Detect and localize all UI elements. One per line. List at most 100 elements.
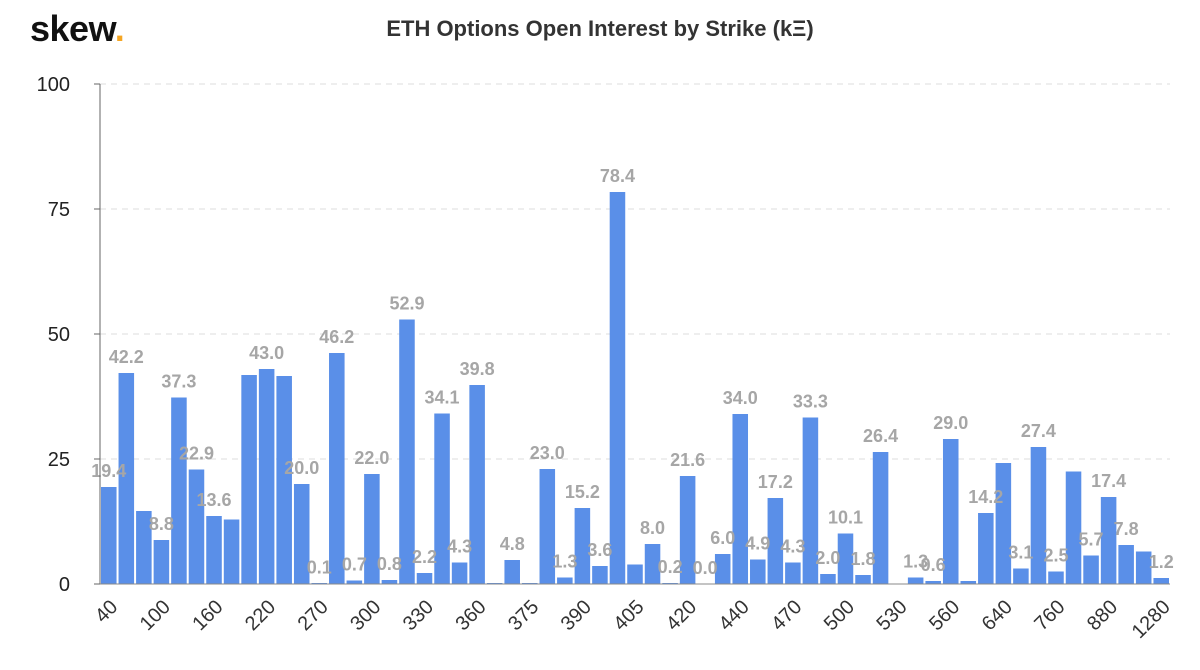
data-label: 14.2 xyxy=(968,487,1003,507)
bar xyxy=(978,513,994,584)
data-label: 1.8 xyxy=(851,549,876,569)
x-tick-label: 640 xyxy=(978,596,1017,635)
x-tick-label: 880 xyxy=(1083,596,1122,635)
data-label: 78.4 xyxy=(600,166,635,186)
data-label: 27.4 xyxy=(1021,421,1056,441)
data-label: 22.0 xyxy=(354,448,389,468)
bar xyxy=(364,474,380,584)
x-tick-label: 390 xyxy=(557,596,596,635)
bar xyxy=(1048,571,1064,584)
bar xyxy=(995,463,1012,584)
bar xyxy=(1135,551,1152,584)
data-label: 0.2 xyxy=(658,557,683,577)
bar xyxy=(258,369,275,584)
data-label: 3.6 xyxy=(587,540,612,560)
data-label: 39.8 xyxy=(460,359,495,379)
bar xyxy=(872,452,889,584)
data-label: 37.3 xyxy=(161,372,196,392)
data-label: 4.3 xyxy=(447,537,472,557)
bar xyxy=(1065,471,1082,584)
data-label: 0.8 xyxy=(377,554,402,574)
data-label: 23.0 xyxy=(530,443,565,463)
bar xyxy=(785,562,801,584)
bar xyxy=(714,554,731,584)
data-label: 1.2 xyxy=(1149,552,1174,572)
data-label: 4.8 xyxy=(500,534,525,554)
bars xyxy=(101,192,1169,584)
bar xyxy=(679,476,696,584)
data-label: 1.3 xyxy=(903,552,928,572)
data-label: 26.4 xyxy=(863,426,898,446)
data-label: 0.1 xyxy=(307,558,332,578)
bar xyxy=(1118,545,1134,584)
y-tick-label: 50 xyxy=(48,324,70,346)
data-label: 34.0 xyxy=(723,388,758,408)
skew-logo: skew. xyxy=(30,8,125,50)
bar xyxy=(101,487,117,584)
data-label: 8.8 xyxy=(149,514,174,534)
data-label: 2.0 xyxy=(815,548,840,568)
bar xyxy=(644,544,661,584)
bar xyxy=(293,484,310,584)
x-tick-label: 270 xyxy=(294,596,333,635)
bar xyxy=(942,439,959,584)
x-tick-label: 300 xyxy=(346,596,385,635)
bar xyxy=(837,533,854,584)
data-label: 17.2 xyxy=(758,472,793,492)
bar xyxy=(574,508,591,584)
data-label: 2.2 xyxy=(412,547,437,567)
data-label: 4.3 xyxy=(780,537,805,557)
data-label: 13.6 xyxy=(196,490,231,510)
data-label: 22.9 xyxy=(179,444,214,464)
bar xyxy=(451,562,468,584)
bar xyxy=(557,577,573,584)
bar xyxy=(767,498,784,584)
data-label: 8.0 xyxy=(640,518,665,538)
data-label: 2.5 xyxy=(1043,546,1068,566)
x-tick-label: 440 xyxy=(715,596,754,635)
chart-title: ETH Options Open Interest by Strike (kΞ) xyxy=(386,16,814,41)
data-label: 7.8 xyxy=(1114,519,1139,539)
data-label: 10.1 xyxy=(828,508,863,528)
y-tick-label: 0 xyxy=(59,574,70,596)
x-tick-label: 375 xyxy=(504,596,543,635)
bar xyxy=(1030,447,1047,584)
data-label: 0.6 xyxy=(921,555,946,575)
x-tick-label: 330 xyxy=(399,596,438,635)
bar xyxy=(539,469,556,584)
bar xyxy=(627,564,643,584)
bar xyxy=(223,519,240,584)
bar xyxy=(153,540,170,584)
bar xyxy=(1083,555,1099,584)
bar xyxy=(820,574,836,584)
bar xyxy=(188,469,205,584)
bar xyxy=(136,511,152,584)
x-tick-label: 405 xyxy=(609,596,648,635)
bar xyxy=(960,581,977,584)
data-label: 33.3 xyxy=(793,392,828,412)
x-tick-label: 360 xyxy=(452,596,491,635)
logo-text: skew xyxy=(30,8,115,49)
data-label: 42.2 xyxy=(109,347,144,367)
data-label: 1.3 xyxy=(552,552,577,572)
bar xyxy=(381,580,398,584)
bar xyxy=(171,397,187,584)
data-label: 5.7 xyxy=(1079,530,1104,550)
x-tick-label: 160 xyxy=(188,596,227,635)
x-tick-label: 220 xyxy=(241,596,280,635)
bar xyxy=(416,573,433,584)
bar xyxy=(329,353,345,584)
bar xyxy=(276,376,292,584)
x-tick-label: 500 xyxy=(820,596,859,635)
x-tick-label: 1280 xyxy=(1128,596,1175,643)
bar xyxy=(855,575,871,584)
x-tick-label: 40 xyxy=(91,596,122,627)
bar xyxy=(504,560,520,584)
data-label: 34.1 xyxy=(425,388,460,408)
bar xyxy=(802,417,819,584)
data-label: 17.4 xyxy=(1091,471,1126,491)
bar xyxy=(118,373,135,584)
bar xyxy=(399,319,415,584)
x-tick-label: 100 xyxy=(136,596,175,635)
